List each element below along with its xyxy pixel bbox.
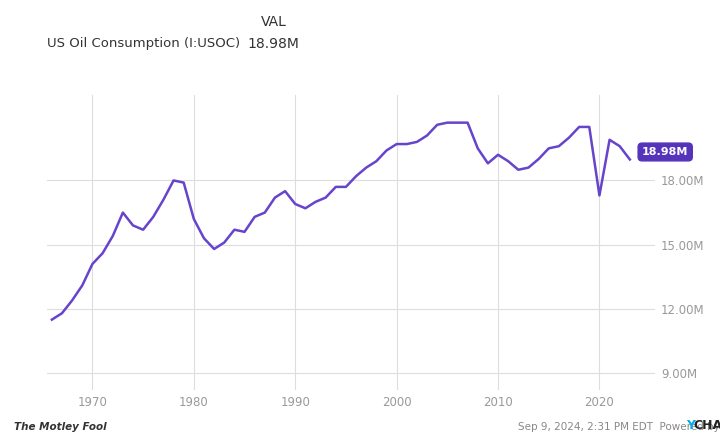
Text: Y: Y: [686, 419, 696, 432]
Text: The Motley Fool: The Motley Fool: [14, 422, 107, 432]
Text: VAL: VAL: [261, 15, 287, 30]
Text: Sep 9, 2024, 2:31 PM EDT  Powered by: Sep 9, 2024, 2:31 PM EDT Powered by: [518, 422, 720, 432]
Text: CHARTS: CHARTS: [693, 419, 720, 432]
Text: US Oil Consumption (I:USOC): US Oil Consumption (I:USOC): [47, 37, 240, 50]
Text: 18.98M: 18.98M: [642, 147, 688, 157]
Text: 18.98M: 18.98M: [248, 37, 300, 52]
